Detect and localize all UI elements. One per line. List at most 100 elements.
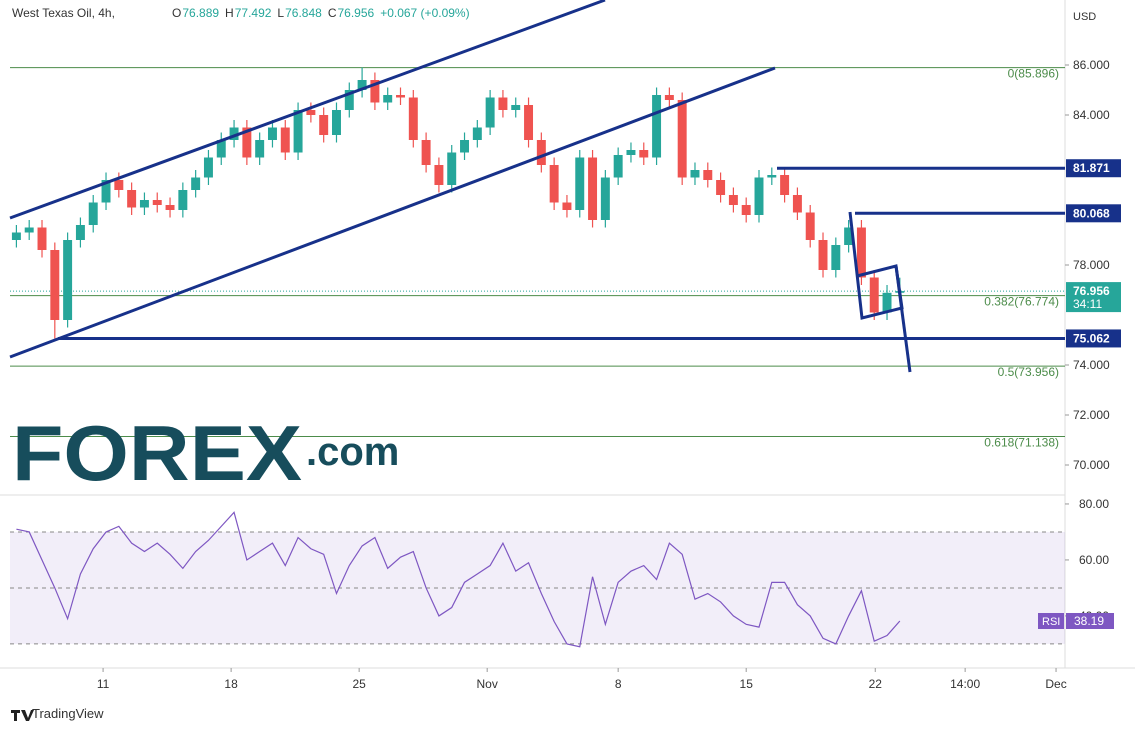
- x-tick-label: Nov: [477, 677, 498, 691]
- logo-brand: FOREX: [12, 409, 302, 497]
- candle-body: [741, 205, 751, 215]
- candle-body: [152, 200, 162, 205]
- candle-body: [844, 227, 854, 245]
- candle-body: [767, 175, 777, 178]
- candle-body: [306, 110, 316, 115]
- y-tick-label: 80.00: [1079, 497, 1109, 511]
- candle-body: [267, 127, 277, 140]
- flag-projection: [894, 265, 912, 373]
- candle-body: [690, 170, 700, 178]
- candle-body: [293, 110, 303, 153]
- candle-body: [50, 250, 60, 320]
- candle-body: [447, 152, 457, 185]
- ohlc-value: 77.492: [235, 6, 272, 20]
- ohlc-value: 76.956: [337, 6, 374, 20]
- y-tick-label: 86.000: [1073, 58, 1110, 72]
- candle-body: [562, 202, 572, 210]
- candle-body: [600, 177, 610, 220]
- candle-body: [626, 150, 636, 155]
- candle-body: [101, 180, 111, 203]
- candle-body: [882, 292, 892, 313]
- x-tick-label: 22: [869, 677, 883, 691]
- candle-body: [613, 155, 623, 178]
- candle-body: [677, 100, 687, 178]
- footer-icon: [11, 710, 34, 721]
- footer: TradingView: [32, 706, 104, 721]
- ohlc-value: 76.889: [182, 6, 219, 20]
- ohlc-value: 76.848: [285, 6, 322, 20]
- candle-body: [203, 157, 213, 178]
- level-label: 75.062: [1073, 331, 1110, 345]
- candle-body: [280, 127, 290, 153]
- level-label: 81.871: [1073, 161, 1110, 175]
- candle-body: [88, 202, 98, 225]
- candle-body: [511, 105, 521, 110]
- rsi-band: [10, 531, 1065, 644]
- candle-body: [498, 97, 508, 110]
- candle-body: [165, 205, 175, 210]
- change: +0.067 (+0.09%): [380, 6, 469, 20]
- price-box: [1066, 282, 1121, 313]
- countdown: 34:11: [1073, 297, 1102, 311]
- candle-body: [242, 127, 252, 158]
- candle-body: [191, 177, 201, 190]
- candle-body: [869, 277, 879, 313]
- candle-body: [255, 140, 265, 158]
- candle-body: [370, 80, 380, 103]
- candle-body: [24, 227, 34, 233]
- candle-body: [472, 127, 482, 140]
- rsi-line: [16, 511, 901, 648]
- candle-body: [728, 195, 738, 205]
- candle-body: [344, 90, 354, 110]
- level-label: 80.068: [1073, 206, 1110, 220]
- candle-body: [754, 177, 764, 215]
- candle-body: [588, 157, 598, 220]
- x-tick-label: 8: [615, 677, 622, 691]
- candle-body: [639, 150, 649, 158]
- ohlc-label: O: [172, 6, 181, 20]
- candle-body: [716, 180, 726, 195]
- candle-body: [652, 95, 662, 158]
- fib-label: 0.618(71.138): [984, 436, 1059, 450]
- y-tick-label: 60.00: [1079, 553, 1109, 567]
- rsi-name: RSI: [1042, 616, 1060, 628]
- candle-body: [178, 190, 188, 210]
- candle-body: [460, 140, 470, 153]
- y-tick-label: 74.000: [1073, 358, 1110, 372]
- candle-body: [664, 95, 674, 100]
- y-tick-label: 84.000: [1073, 108, 1110, 122]
- rsi-name-box: [1038, 612, 1064, 629]
- candle-body: [63, 240, 73, 320]
- candle-body: [575, 157, 585, 210]
- candle-body: [536, 140, 546, 165]
- x-tick-label: 14:00: [950, 677, 980, 691]
- candle-body: [524, 105, 534, 140]
- price-label: 76.956: [1073, 284, 1110, 298]
- candle-body: [139, 200, 149, 208]
- logo-suffix: .com: [306, 430, 399, 474]
- candle-body: [485, 97, 495, 128]
- ohlc-label: H: [225, 6, 234, 20]
- x-tick-label: 11: [97, 677, 110, 691]
- candle-body: [856, 227, 866, 278]
- candle-body: [114, 180, 124, 190]
- chart-title: West Texas Oil, 4h,: [12, 6, 115, 20]
- ohlc-label: C: [328, 6, 337, 20]
- candle-body: [818, 240, 828, 270]
- y-tick-label: 72.000: [1073, 408, 1110, 422]
- rsi-value: 38.19: [1074, 614, 1104, 628]
- level-box: [1066, 204, 1121, 223]
- fib-label: 0.5(73.956): [998, 365, 1059, 379]
- y-tick-label: 70.000: [1073, 458, 1110, 472]
- trend-lines: [9, 0, 912, 373]
- candle-body: [703, 170, 713, 180]
- candle-body: [434, 165, 444, 185]
- candle-body: [332, 110, 341, 135]
- fib-label: 0.382(76.774): [984, 295, 1059, 309]
- rsi-value-box: [1066, 612, 1114, 629]
- candle-body: [383, 95, 393, 103]
- channel-lower: [9, 66, 776, 359]
- candle-body: [421, 140, 431, 165]
- candle-body: [780, 175, 790, 195]
